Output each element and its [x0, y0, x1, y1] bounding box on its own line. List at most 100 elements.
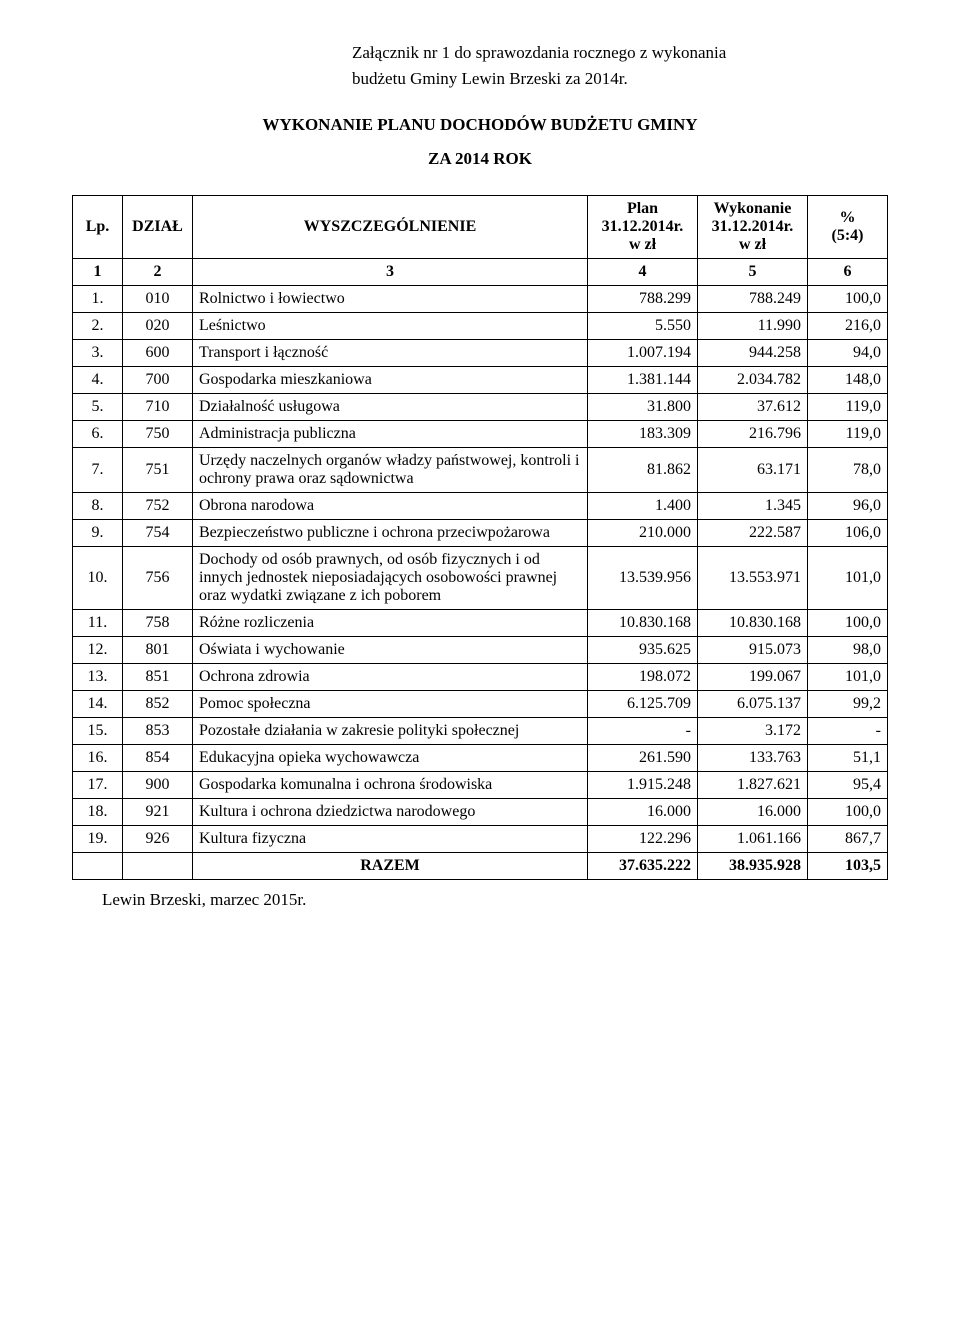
- cell-pct: 95,4: [808, 772, 888, 799]
- cell-lp: [73, 853, 123, 880]
- table-row: 4.700Gospodarka mieszkaniowa1.381.1442.0…: [73, 367, 888, 394]
- cell-dzial: 710: [123, 394, 193, 421]
- cell-desc: Administracja publiczna: [193, 421, 588, 448]
- cell-desc: Edukacyjna opieka wychowawcza: [193, 745, 588, 772]
- cell-dzial: 020: [123, 313, 193, 340]
- cell-lp: 1.: [73, 286, 123, 313]
- cell-pct: 98,0: [808, 637, 888, 664]
- cell-wyk: 222.587: [698, 520, 808, 547]
- cell-lp: 6.: [73, 421, 123, 448]
- header-row: Lp. DZIAŁ WYSZCZEGÓLNIENIE Plan 31.12.20…: [73, 196, 888, 259]
- cell-dzial: 758: [123, 610, 193, 637]
- cell-pct: -: [808, 718, 888, 745]
- cell-dzial: 751: [123, 448, 193, 493]
- table-row: 6.750Administracja publiczna183.309216.7…: [73, 421, 888, 448]
- cell-desc: Gospodarka komunalna i ochrona środowisk…: [193, 772, 588, 799]
- table-row: 19.926Kultura fizyczna122.2961.061.16686…: [73, 826, 888, 853]
- cell-dzial: 921: [123, 799, 193, 826]
- main-title: WYKONANIE PLANU DOCHODÓW BUDŻETU GMINY: [72, 115, 888, 135]
- cell-pct: 96,0: [808, 493, 888, 520]
- cell-pct: 100,0: [808, 799, 888, 826]
- cell-wyk: 788.249: [698, 286, 808, 313]
- cell-desc: Pomoc społeczna: [193, 691, 588, 718]
- cell-desc: Pozostałe działania w zakresie polityki …: [193, 718, 588, 745]
- cell-plan: 5.550: [588, 313, 698, 340]
- cell-wyk: 216.796: [698, 421, 808, 448]
- cell-wyk: 133.763: [698, 745, 808, 772]
- table-row: 2.020Leśnictwo5.55011.990216,0: [73, 313, 888, 340]
- cell-wyk: 1.827.621: [698, 772, 808, 799]
- cell-lp: 10.: [73, 547, 123, 610]
- cell-dzial: 700: [123, 367, 193, 394]
- col-pct: % (5:4): [808, 196, 888, 259]
- cell-wyk: 915.073: [698, 637, 808, 664]
- cell-wyk-total: 38.935.928: [698, 853, 808, 880]
- table-row: 12.801Oświata i wychowanie935.625915.073…: [73, 637, 888, 664]
- cell-plan: 1.381.144: [588, 367, 698, 394]
- subcol-5: 5: [698, 259, 808, 286]
- attachment-note: Załącznik nr 1 do sprawozdania rocznego …: [352, 40, 888, 91]
- cell-plan: 1.915.248: [588, 772, 698, 799]
- cell-lp: 12.: [73, 637, 123, 664]
- cell-plan: 198.072: [588, 664, 698, 691]
- cell-plan: 1.400: [588, 493, 698, 520]
- footer-text: Lewin Brzeski, marzec 2015r.: [102, 890, 888, 910]
- cell-dzial: 756: [123, 547, 193, 610]
- subcol-2: 2: [123, 259, 193, 286]
- cell-desc: Dochody od osób prawnych, od osób fizycz…: [193, 547, 588, 610]
- cell-razem-label: RAZEM: [193, 853, 588, 880]
- cell-plan: 935.625: [588, 637, 698, 664]
- cell-desc: Oświata i wychowanie: [193, 637, 588, 664]
- cell-plan: 10.830.168: [588, 610, 698, 637]
- cell-desc: Kultura fizyczna: [193, 826, 588, 853]
- cell-desc: Różne rozliczenia: [193, 610, 588, 637]
- table-row: 8.752Obrona narodowa1.4001.34596,0: [73, 493, 888, 520]
- cell-pct: 51,1: [808, 745, 888, 772]
- cell-lp: 19.: [73, 826, 123, 853]
- cell-dzial: 900: [123, 772, 193, 799]
- cell-wyk: 13.553.971: [698, 547, 808, 610]
- table-row: 10.756Dochody od osób prawnych, od osób …: [73, 547, 888, 610]
- cell-lp: 17.: [73, 772, 123, 799]
- table-row: 11.758Różne rozliczenia10.830.16810.830.…: [73, 610, 888, 637]
- cell-wyk: 63.171: [698, 448, 808, 493]
- cell-desc: Transport i łączność: [193, 340, 588, 367]
- cell-dzial: 801: [123, 637, 193, 664]
- cell-wyk: 1.061.166: [698, 826, 808, 853]
- cell-plan: 183.309: [588, 421, 698, 448]
- cell-dzial: [123, 853, 193, 880]
- col-desc: WYSZCZEGÓLNIENIE: [193, 196, 588, 259]
- cell-plan: 13.539.956: [588, 547, 698, 610]
- subcol-1: 1: [73, 259, 123, 286]
- table-row: 18.921Kultura i ochrona dziedzictwa naro…: [73, 799, 888, 826]
- cell-wyk: 6.075.137: [698, 691, 808, 718]
- cell-lp: 4.: [73, 367, 123, 394]
- cell-pct: 78,0: [808, 448, 888, 493]
- cell-lp: 9.: [73, 520, 123, 547]
- table-row: 15.853Pozostałe działania w zakresie pol…: [73, 718, 888, 745]
- table-row: 5.710Działalność usługowa31.80037.612119…: [73, 394, 888, 421]
- cell-desc: Działalność usługowa: [193, 394, 588, 421]
- cell-wyk: 2.034.782: [698, 367, 808, 394]
- cell-wyk: 199.067: [698, 664, 808, 691]
- subcol-3: 3: [193, 259, 588, 286]
- cell-lp: 3.: [73, 340, 123, 367]
- cell-plan: 1.007.194: [588, 340, 698, 367]
- cell-wyk: 1.345: [698, 493, 808, 520]
- table-row: 14.852Pomoc społeczna6.125.7096.075.1379…: [73, 691, 888, 718]
- sub-title: ZA 2014 ROK: [72, 149, 888, 169]
- cell-plan: -: [588, 718, 698, 745]
- table-row: 7.751Urzędy naczelnych organów władzy pa…: [73, 448, 888, 493]
- cell-wyk: 944.258: [698, 340, 808, 367]
- cell-desc: Bezpieczeństwo publiczne i ochrona przec…: [193, 520, 588, 547]
- cell-desc: Obrona narodowa: [193, 493, 588, 520]
- cell-dzial: 750: [123, 421, 193, 448]
- cell-pct: 94,0: [808, 340, 888, 367]
- cell-pct: 148,0: [808, 367, 888, 394]
- cell-dzial: 852: [123, 691, 193, 718]
- cell-lp: 13.: [73, 664, 123, 691]
- col-wykonanie: Wykonanie 31.12.2014r. w zł: [698, 196, 808, 259]
- col-dzial: DZIAŁ: [123, 196, 193, 259]
- subheader-row: 1 2 3 4 5 6: [73, 259, 888, 286]
- col-lp: Lp.: [73, 196, 123, 259]
